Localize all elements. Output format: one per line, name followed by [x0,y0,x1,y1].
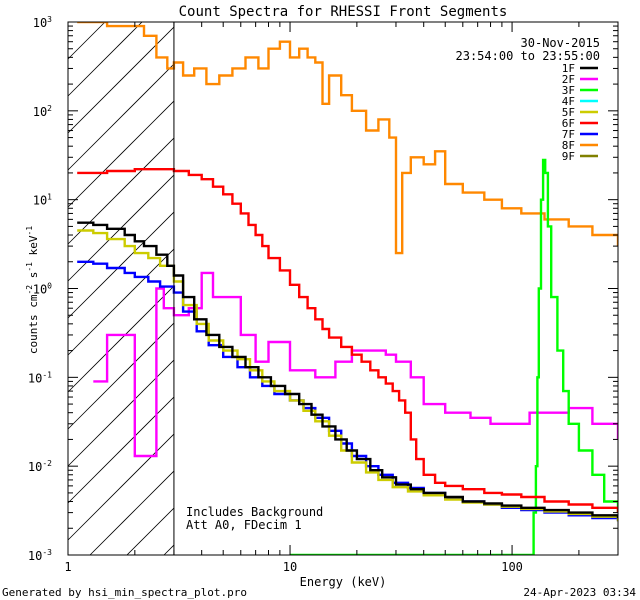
series-8F-line [77,22,618,255]
hatch-line [126,507,175,556]
y-tick-base: 10 [33,194,47,208]
y-tick-exp: 2 [47,104,52,113]
y-tick-base: 10 [33,105,47,119]
y-label-sup3: -1 [25,226,34,236]
hatch-line [67,137,175,245]
y-tick-base: 10 [33,16,47,30]
y-label-sup1: -2 [25,285,34,295]
annotation-line-2: Att A0, FDecim 1 [186,518,302,532]
hatch-line [67,211,175,319]
hatch-line [163,544,175,556]
annotation-line-1: Includes Background [186,505,323,519]
legend-label-3F: 3F [562,84,575,97]
date-label: 30-Nov-2015 [521,36,600,50]
hatch-line [67,100,175,208]
x-tick-label: 1 [64,560,71,574]
series-1F-line [77,221,618,519]
legend-label-2F: 2F [562,73,575,86]
y-label-base: counts cm [27,294,40,354]
x-tick-label: 100 [501,560,523,574]
y-tick-exp: -1 [42,370,52,379]
x-axis-label: Energy (keV) [300,575,387,589]
series-6F-line [77,168,618,513]
series-group [77,22,618,555]
hatch-line [67,63,175,171]
y-tick-label: 103 [33,15,52,30]
y-label-mid2: keV [27,235,40,262]
y-tick-base: 10 [33,283,47,297]
y-tick-exp: 1 [47,193,52,202]
footer-right: 24-Apr-2023 03:34 [523,586,636,599]
y-tick-exp: -3 [42,548,52,557]
x-tick-label: 10 [283,560,297,574]
y-tick-label: 10-1 [28,370,52,385]
y-tick-base: 10 [28,460,42,474]
hatch-line [67,21,143,97]
y-tick-label: 10-3 [28,548,52,563]
y-label-mid: s [27,272,40,285]
legend-label-4F: 4F [562,95,575,108]
chart-title: Count Spectra for RHESSI Front Segments [179,4,508,20]
x-axis-ticks: 1 10 100 [64,22,619,574]
y-tick-label: 101 [33,193,52,208]
y-tick-exp: 0 [47,282,52,291]
footer-left: Generated by hsi_min_spectra_plot.pro [2,586,247,599]
legend-label-8F: 8F [562,139,575,152]
y-tick-base: 10 [28,371,42,385]
y-label-sup2: -1 [25,262,34,272]
hatch-line [89,470,175,556]
time-range-label: 23:54:00 to 23:55:00 [456,49,601,63]
y-tick-label: 100 [33,282,52,297]
hatch-line [67,248,175,356]
legend-label-7F: 7F [562,128,575,141]
hatch-line [67,21,106,60]
y-tick-label: 10-2 [28,459,52,474]
y-axis-label: counts cm-2 s-1 keV-1 [25,226,40,354]
legend-label-1F: 1F [562,62,575,75]
y-tick-base: 10 [28,549,42,563]
y-tick-label: 102 [33,104,52,119]
series-2F-line [93,271,618,458]
y-tick-exp: -2 [42,459,52,468]
legend-label-6F: 6F [562,117,575,130]
legend-label-9F: 9F [562,150,575,163]
y-tick-exp: 3 [47,15,52,24]
legend-label-5F: 5F [562,106,575,119]
series-3F-line [290,158,618,555]
